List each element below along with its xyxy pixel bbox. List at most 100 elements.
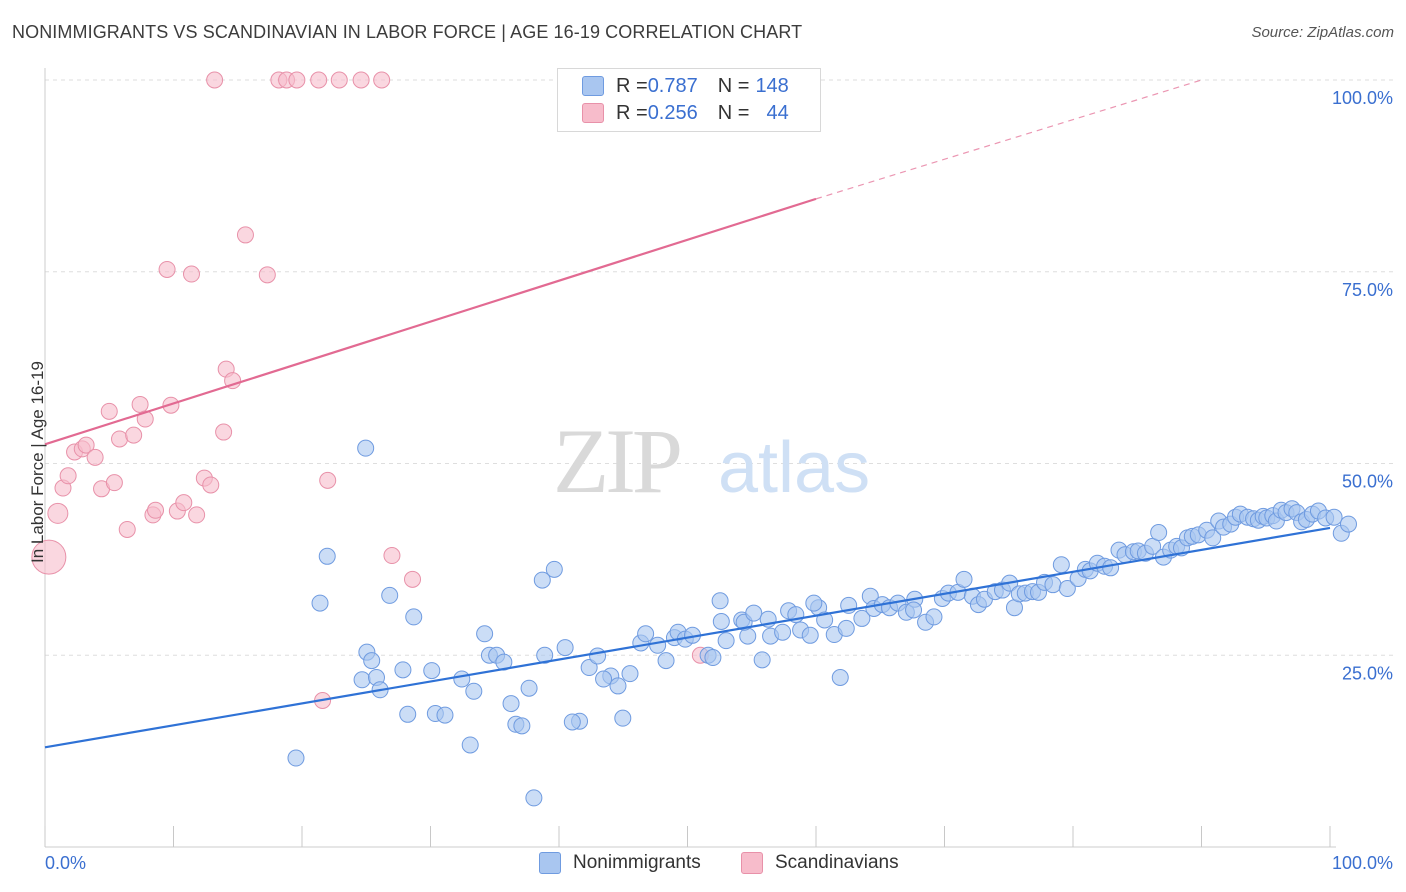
- series-legend-scandinavians[interactable]: Scandinavians: [741, 852, 899, 874]
- y-tick-label: 75.0%: [1342, 280, 1393, 300]
- trendlines: [44, 79, 1331, 749]
- nonimmigrants-points: [287, 439, 1357, 807]
- legend-swatch-pink: [582, 103, 604, 123]
- scandinavians-point: [202, 476, 220, 494]
- nonimmigrants-point: [1044, 576, 1062, 594]
- nonimmigrants-point: [1052, 556, 1070, 574]
- nonimmigrants-point: [453, 670, 471, 688]
- nonimmigrants-point: [353, 671, 371, 689]
- nonimmigrants-point: [1204, 529, 1222, 547]
- nonimmigrants-point: [495, 653, 513, 671]
- legend-r-value: 0.787: [647, 74, 698, 97]
- nonimmigrants-point: [580, 659, 598, 677]
- nonimmigrants-point: [905, 601, 923, 619]
- legend-r-label: R =: [616, 74, 648, 97]
- nonimmigrants-point: [399, 705, 417, 723]
- source-label: Source: ZipAtlas.com: [1251, 24, 1394, 41]
- legend-n-value: 148: [755, 74, 789, 97]
- nonimmigrants-point: [853, 609, 871, 627]
- scandinavians-trendline: [44, 197, 817, 446]
- nonimmigrants-point: [436, 706, 454, 724]
- nonimmigrants-point: [287, 749, 305, 767]
- legend-n-label: N =: [717, 74, 750, 97]
- nonimmigrants-point: [423, 662, 441, 680]
- scandinavians-point: [100, 402, 118, 420]
- scandinavians-point: [125, 426, 143, 444]
- nonimmigrants-point: [461, 736, 479, 754]
- y-tick-label: 25.0%: [1342, 663, 1393, 683]
- scandinavians-point: [258, 266, 276, 284]
- nonimmigrants-point: [609, 677, 627, 695]
- nonimmigrants-point: [753, 651, 771, 669]
- nonimmigrants-point: [318, 547, 336, 565]
- series-legend-label: Nonimmigrants: [573, 852, 701, 873]
- nonimmigrants-point: [1150, 524, 1168, 542]
- scandinavians-point: [77, 436, 95, 454]
- scandinavians-point: [136, 410, 154, 428]
- watermark: ZIP atlas: [553, 410, 870, 512]
- nonimmigrants-point: [545, 560, 563, 578]
- nonimmigrants-point: [657, 652, 675, 670]
- nonimmigrants-point: [563, 713, 581, 731]
- series-legend-nonimmigrants[interactable]: Nonimmigrants: [539, 852, 701, 874]
- nonimmigrants-point: [925, 608, 943, 626]
- scandinavians-point: [352, 71, 370, 89]
- legend-n-label: N =: [717, 101, 755, 124]
- nonimmigrants-point: [513, 717, 531, 735]
- nonimmigrants-point: [837, 619, 855, 637]
- scandinavians-point: [175, 494, 193, 512]
- scandinavians-point: [383, 547, 401, 565]
- scandinavians-points: [31, 71, 709, 710]
- scandinavians-point: [236, 226, 254, 244]
- nonimmigrants-point: [525, 789, 543, 807]
- y-axis-label: In Labor Force | Age 16-19: [28, 361, 47, 563]
- legend-swatch-pink: [741, 852, 763, 874]
- nonimmigrants-point: [805, 594, 823, 612]
- nonimmigrants-point: [831, 668, 849, 686]
- scandinavians-point: [86, 448, 104, 466]
- nonimmigrants-point: [536, 646, 554, 664]
- nonimmigrants-trendline: [44, 526, 1331, 749]
- scandinavians-point: [105, 474, 123, 492]
- watermark-zip: ZIP: [553, 410, 680, 512]
- nonimmigrants-point: [774, 623, 792, 641]
- nonimmigrants-point: [1058, 580, 1076, 598]
- legend-row-nonimmigrants: R = 0.787 N = 148: [582, 73, 789, 99]
- nonimmigrants-point: [595, 670, 613, 688]
- axes: [44, 68, 1336, 848]
- scandinavians-point: [131, 395, 149, 413]
- scandinavians-point: [182, 265, 200, 283]
- nonimmigrants-point: [745, 604, 763, 622]
- nonimmigrants-point: [1102, 559, 1120, 577]
- nonimmigrants-point: [476, 625, 494, 643]
- tick-labels: 100.0% 75.0% 50.0% 25.0% 0.0% 100.0%: [45, 88, 1393, 873]
- scandinavians-point: [147, 501, 165, 519]
- scandinavians-trendline-extension: [815, 79, 1202, 200]
- scandinavians-point: [47, 502, 69, 524]
- scandinavians-point: [404, 570, 422, 588]
- scandinavians-point: [288, 71, 306, 89]
- nonimmigrants-point: [712, 613, 730, 631]
- x-tick-label: 0.0%: [45, 853, 86, 873]
- nonimmigrants-point: [502, 695, 520, 713]
- nonimmigrants-point: [614, 709, 632, 727]
- series-legend: Nonimmigrants Scandinavians: [0, 852, 1406, 878]
- gridlines: [45, 79, 1395, 656]
- nonimmigrants-point: [1339, 515, 1357, 533]
- nonimmigrants-point: [801, 626, 819, 644]
- nonimmigrants-point: [311, 594, 329, 612]
- nonimmigrants-point: [589, 647, 607, 665]
- x-tick-label: 100.0%: [1332, 853, 1393, 873]
- nonimmigrants-point: [621, 665, 639, 683]
- stats-legend: R = 0.787 N = 148 R = 0.256 N = 44: [557, 68, 821, 132]
- nonimmigrants-point: [405, 608, 423, 626]
- scandinavians-point: [111, 430, 129, 448]
- nonimmigrants-point: [363, 652, 381, 670]
- nonimmigrants-point: [533, 571, 551, 589]
- scandinavians-point: [158, 260, 176, 278]
- watermark-atlas: atlas: [718, 428, 870, 508]
- chart-title: NONIMMIGRANTS VS SCANDINAVIAN IN LABOR F…: [12, 22, 803, 42]
- nonimmigrants-point: [717, 632, 735, 650]
- scandinavians-point: [319, 471, 337, 489]
